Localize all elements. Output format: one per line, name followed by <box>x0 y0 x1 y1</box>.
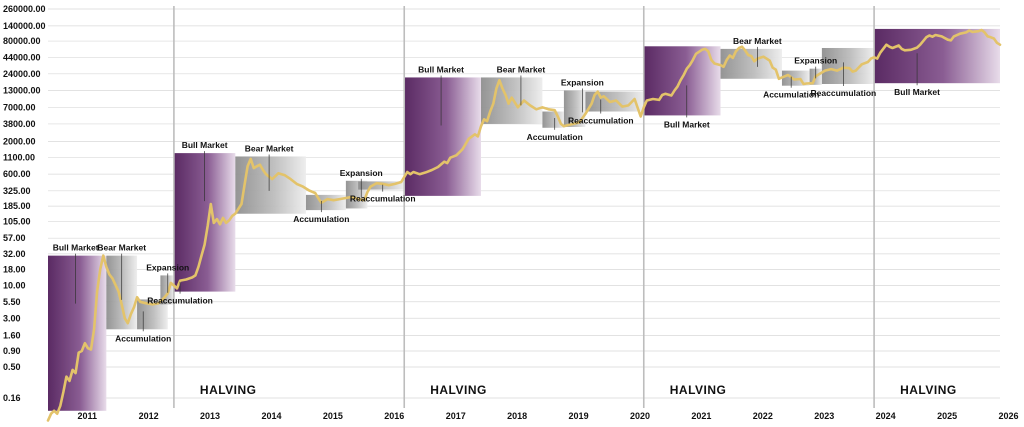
phase-label: Bull Market <box>418 64 464 74</box>
price-series <box>46 28 1002 422</box>
x-tick-label: 2019 <box>569 411 589 421</box>
y-tick-label: 5.50 <box>3 297 21 307</box>
bear-phase-box <box>305 194 346 211</box>
phase-label: Bull Market <box>53 243 99 253</box>
x-tick-label: 2014 <box>261 411 281 421</box>
y-tick-label: 0.16 <box>3 393 21 403</box>
phase-label: Bull Market <box>894 87 940 97</box>
y-tick-label: 1100.00 <box>3 153 35 163</box>
y-tick-label: 140000.00 <box>3 21 46 31</box>
phase-label: Accumulation <box>293 214 349 224</box>
x-tick-label: 2021 <box>691 411 711 421</box>
bear-phase-box <box>720 48 782 79</box>
x-tick-label: 2022 <box>753 411 773 421</box>
halving-label: HALVING <box>900 383 957 397</box>
y-tick-label: 44000.00 <box>3 52 41 62</box>
bear-phase-box <box>821 47 875 85</box>
y-tick-label: 3800.00 <box>3 119 36 129</box>
price-line <box>46 28 1002 422</box>
phase-label: Expansion <box>340 168 383 178</box>
y-tick-label: 3.00 <box>3 313 21 323</box>
x-tick-label: 2025 <box>937 411 957 421</box>
y-tick-label: 185.00 <box>3 201 31 211</box>
phase-label: Bear Market <box>97 243 146 253</box>
phase-label: Expansion <box>794 56 837 66</box>
y-tick-label: 7000.00 <box>3 102 36 112</box>
phase-label: Accumulation <box>115 333 171 343</box>
x-tick-label: 2015 <box>323 411 343 421</box>
y-tick-label: 2000.00 <box>3 136 36 146</box>
x-axis-ticks: 2011 2012 2013 2014 2015 2016 2017 2018 2019 2020… <box>77 411 1018 421</box>
x-tick-label: 2012 <box>139 411 159 421</box>
y-tick-label: 0.90 <box>3 346 21 356</box>
cycle-phase-boxes <box>48 28 1000 411</box>
y-tick-label: 105.00 <box>3 217 31 227</box>
x-tick-label: 2016 <box>384 411 404 421</box>
x-tick-label: 2026 <box>998 411 1018 421</box>
phase-label: Expansion <box>561 77 604 87</box>
halving-label: HALVING <box>430 383 487 397</box>
y-tick-label: 600.00 <box>3 169 31 179</box>
bull-phase-box <box>404 77 482 196</box>
phase-label: Reaccumulation <box>147 296 213 306</box>
y-tick-label: 1.60 <box>3 330 21 340</box>
phase-label: Reaccumulation <box>350 194 416 204</box>
x-tick-label: 2017 <box>446 411 466 421</box>
phase-label: Bull Market <box>182 140 228 150</box>
y-tick-label: 325.00 <box>3 186 31 196</box>
y-tick-label: 18.00 <box>3 265 26 275</box>
x-tick-label: 2024 <box>876 411 896 421</box>
phase-label: Reaccumulation <box>811 88 877 98</box>
y-tick-label: 13000.00 <box>3 85 41 95</box>
phase-label: Accumulation <box>527 132 583 142</box>
halving-label: HALVING <box>200 383 257 397</box>
phase-label: Bear Market <box>733 36 782 46</box>
x-tick-label: 2011 <box>77 411 97 421</box>
x-tick-label: 2023 <box>814 411 834 421</box>
bull-phase-box <box>874 28 1000 84</box>
halving-label: HALVING <box>670 383 727 397</box>
x-tick-label: 2018 <box>507 411 527 421</box>
bear-phase-box <box>563 90 586 127</box>
bear-phase-box <box>235 156 306 214</box>
phase-label: Bear Market <box>497 64 546 74</box>
y-axis-ticks: 260000.00 140000.00 80000.00 44000.00 24000.… <box>3 4 46 403</box>
bull-phase-box <box>48 255 107 411</box>
y-tick-label: 24000.00 <box>3 69 41 79</box>
phase-label: Bear Market <box>245 143 294 153</box>
phase-label: Bull Market <box>664 119 710 129</box>
y-tick-label: 57.00 <box>3 233 26 243</box>
x-tick-label: 2013 <box>200 411 220 421</box>
y-tick-label: 80000.00 <box>3 36 41 46</box>
phase-label: Reaccumulation <box>568 116 634 126</box>
phase-label: Accumulation <box>763 90 819 100</box>
phase-label: Expansion <box>146 262 189 272</box>
y-tick-label: 10.00 <box>3 281 26 291</box>
y-tick-label: 260000.00 <box>3 4 46 14</box>
bear-phase-box <box>358 181 405 190</box>
y-tick-label: 0.50 <box>3 362 21 372</box>
x-tick-label: 2020 <box>630 411 650 421</box>
bull-phase-box <box>643 46 721 116</box>
bear-phase-box <box>481 77 543 124</box>
halving-markers: HALVING HALVING HALVING HALVING <box>173 6 957 408</box>
y-tick-label: 32.00 <box>3 249 26 259</box>
